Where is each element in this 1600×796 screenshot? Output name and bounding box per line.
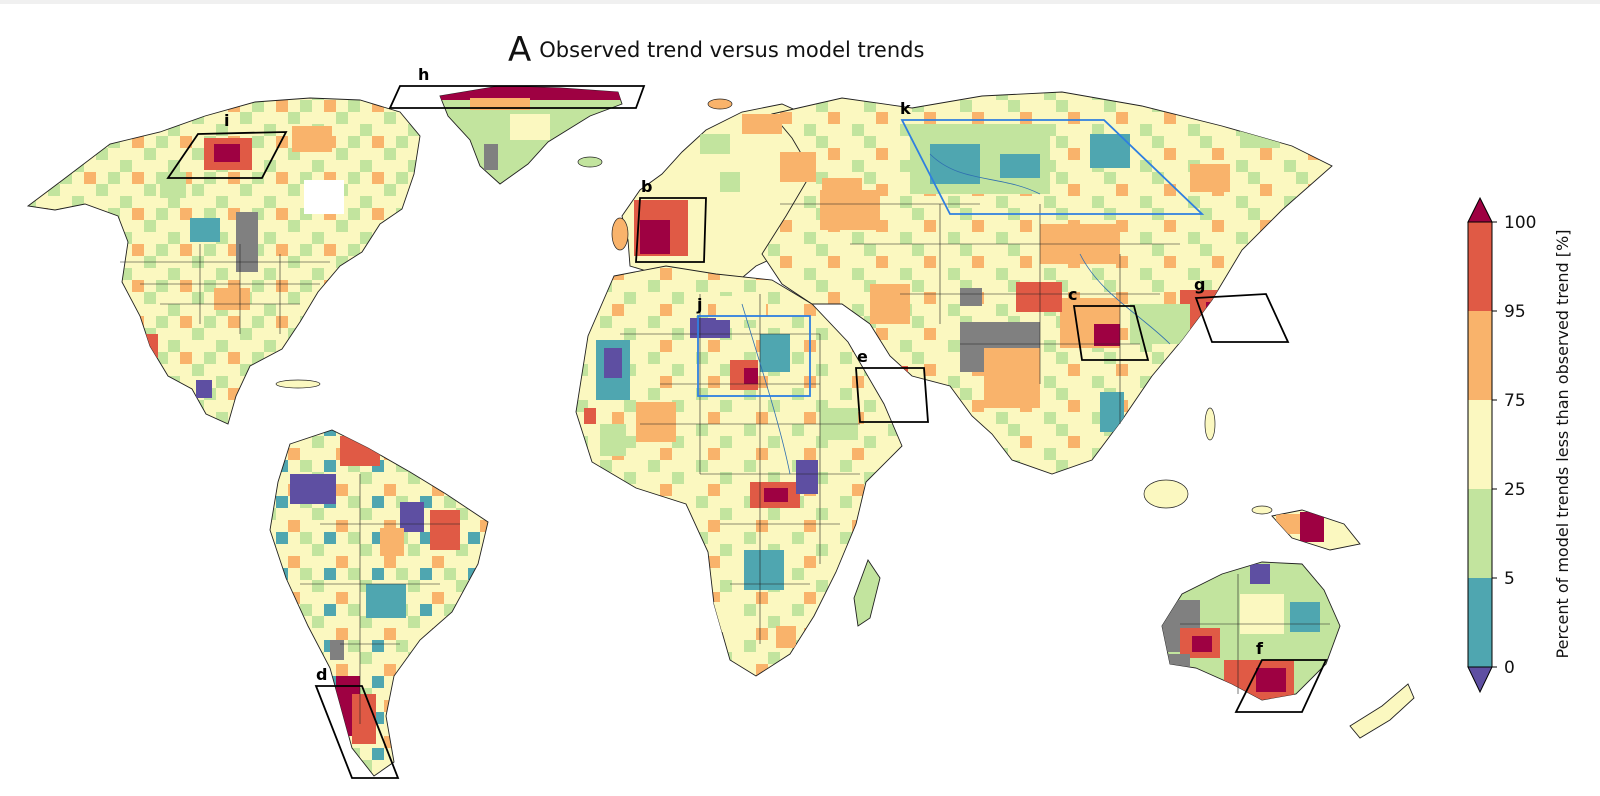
border-lines-au [1180,574,1330,694]
madagascar-land [853,559,881,627]
colorbar-label: Percent of model trends less than observ… [1553,230,1572,659]
world-map: h i k b j e c g d f 100 [27,65,1572,779]
colorbar-tick-95: 95 [1504,302,1526,322]
region-label-k: k [900,99,911,118]
colorbar-tick-75: 75 [1504,391,1526,411]
colorbar-tick-marks [1492,221,1497,668]
region-label-b: b [641,177,652,196]
south-america-patches [290,436,460,744]
figure-panel: A Observed trend versus model trends [0,4,1600,796]
colorbar-top-arrow [1467,196,1493,223]
region-label-i: i [224,111,229,130]
panel-letter: A [508,30,532,70]
region-box-d [314,685,400,779]
colorbar-segment-0-5 [1468,578,1492,667]
island-iceland [577,156,603,168]
colorbar-bottom-arrow [1467,666,1493,694]
region-label-d: d [316,665,327,684]
panel-title-text: Observed trend versus model trends [539,38,925,62]
border-lines-africa [620,294,860,644]
new-zealand-land [1349,683,1415,739]
region-box-j [697,315,811,397]
new-guinea-patches [1276,512,1324,542]
island-svalbard [707,98,733,110]
region-box-k [900,119,1205,215]
colorbar-tick-5: 5 [1504,569,1515,589]
north-america-patches [130,126,344,398]
river-lines [741,153,1171,475]
region-box-e [855,367,929,423]
panel-title: A Observed trend versus model trends [508,30,924,70]
colorbar-tick-25: 25 [1504,480,1526,500]
colorbar-tick-100: 100 [1504,213,1536,233]
island-britain [611,217,629,251]
colorbar-frame [1467,221,1493,668]
island [1204,407,1216,441]
colorbar-tick-0: 0 [1504,658,1515,678]
border-lines-asia [780,203,1180,424]
border-lines-na [120,244,330,334]
colorbar-segment-75-95 [1468,311,1492,400]
region-label-j: j [696,295,702,314]
colorbar-segment-25-75 [1468,400,1492,489]
region-label-g: g [1194,275,1205,294]
region-box-f [1234,659,1328,713]
island-borneo [1143,479,1189,509]
region-label-c: c [1068,285,1077,304]
border-lines-sa [300,474,460,724]
greenland-patches [440,86,622,170]
island [1251,505,1273,515]
region-box-c [1072,305,1150,361]
region-label-f: f [1256,639,1264,658]
island-caribbean [275,379,321,389]
region-box-b [635,197,707,263]
colorbar-segment-5-25 [1468,489,1492,578]
region-box-h [388,85,646,109]
region-label-e: e [857,347,868,366]
africa-patches [584,296,858,648]
region-box-i [166,131,288,179]
colorbar: 100 95 75 25 5 0 Percent of model trends… [1467,196,1572,694]
region-label-h: h [418,65,429,84]
region-box-g [1194,293,1290,343]
colorbar-segment-95-100 [1468,222,1492,311]
